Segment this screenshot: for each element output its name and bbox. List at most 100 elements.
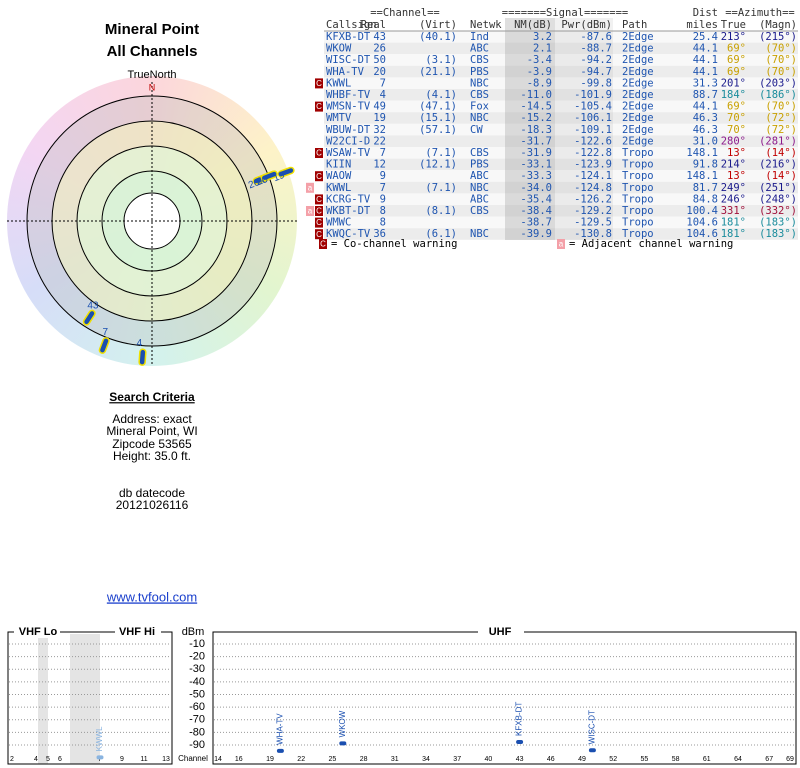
cell: (70°) [765, 43, 797, 55]
cell: -34.0 [520, 182, 552, 194]
column-header: Pwr(dBm) [561, 19, 612, 31]
cell: (70°) [765, 101, 797, 113]
cell: PBS [470, 159, 489, 171]
cell: (183°) [759, 228, 797, 240]
cell: 2Edge [622, 43, 654, 55]
cell: 2Edge [622, 77, 654, 89]
title: Mineral Point [105, 21, 199, 38]
band-shade [70, 634, 100, 764]
cell: -31.9 [520, 147, 552, 159]
x-tick-label: 5 [46, 756, 50, 763]
co-warning-icon [315, 194, 323, 205]
cell: -31.7 [520, 135, 552, 147]
cell: Ind [470, 31, 489, 43]
cell: 2Edge [622, 101, 654, 113]
adj-warning-icon [557, 239, 565, 249]
row-band [324, 135, 798, 147]
x-tick-label: 69 [786, 756, 794, 763]
cell: -38.7 [520, 217, 552, 229]
cell: -33.3 [520, 170, 552, 182]
cell: NBC [470, 77, 489, 89]
cell: Tropo [622, 159, 654, 171]
cell: WMTV [326, 112, 352, 124]
y-axis-label: dBm [182, 626, 205, 638]
cell: 181° [721, 228, 746, 240]
co-warning-icon [315, 78, 323, 89]
cell: (216°) [759, 159, 797, 171]
band-label-bg [115, 626, 161, 638]
warning-icon-label: C [316, 102, 322, 111]
cell: 84.8 [693, 193, 718, 205]
cell: (183°) [759, 217, 797, 229]
warning-icon-label: C [320, 240, 326, 249]
row-band [324, 158, 798, 171]
cell: -126.2 [574, 193, 612, 205]
cell: (251°) [759, 182, 797, 194]
band-label-bg [14, 626, 60, 638]
station-label: WHA-TV [276, 713, 285, 745]
warning-icon-label: a [308, 183, 313, 192]
row-band [324, 89, 798, 101]
cell: -109.1 [574, 124, 612, 136]
search-line: Address: exact [112, 412, 192, 426]
station-mark [277, 166, 295, 178]
cell: (6.1) [425, 228, 457, 240]
cell: (21.1) [419, 66, 457, 78]
cell: 69° [727, 43, 746, 55]
cell: -94.7 [580, 66, 612, 78]
co-warning-icon [315, 171, 323, 182]
cell: WMWC [326, 217, 351, 229]
cell: -129.5 [574, 217, 612, 229]
cell: 13° [727, 170, 746, 182]
warning-icon-label: C [316, 230, 322, 239]
cell: -94.2 [580, 54, 612, 66]
group-header: =======Signal======= [502, 7, 628, 19]
cell: KCRG-TV [326, 193, 371, 205]
warning-icon-label: C [316, 207, 322, 216]
cell: -15.2 [520, 112, 552, 124]
station-mark [261, 170, 278, 182]
cell: 31.3 [693, 77, 718, 89]
cell: 12 [373, 159, 386, 171]
cell: -3.4 [527, 54, 552, 66]
cell: KIIN [326, 159, 351, 171]
cell: 3.2 [533, 31, 552, 43]
polar-title: TrueNorth [127, 69, 176, 81]
station-label: 4 [137, 338, 143, 349]
cell: (72°) [765, 124, 797, 136]
site-link[interactable]: www.tvfool.com [106, 589, 197, 604]
cell: 249° [721, 182, 746, 194]
cell: -88.7 [580, 43, 612, 55]
cell: WBUW-DT [326, 124, 371, 136]
cell: 201° [721, 77, 746, 89]
search-line: Mineral Point, WI [106, 424, 197, 438]
cell: KFXB-DT [326, 31, 371, 43]
station-mark [98, 337, 110, 354]
warning-icon-label: C [316, 218, 322, 227]
cell: 104.6 [686, 228, 718, 240]
cell: -39.9 [520, 228, 552, 240]
x-tick-label: 43 [516, 756, 524, 763]
cell: (203°) [759, 77, 797, 89]
cell: 7 [380, 77, 386, 89]
cell: (15.1) [419, 112, 457, 124]
cell: NBC [470, 112, 489, 124]
band-label: VHF Hi [119, 626, 155, 638]
cell: 184° [721, 89, 746, 101]
cell: NBC [470, 182, 489, 194]
x-tick-label: 31 [391, 756, 399, 763]
row-band [324, 31, 798, 43]
cell: 19 [373, 112, 386, 124]
cell: 2Edge [622, 66, 654, 78]
station-mark [82, 309, 96, 326]
row-band [324, 42, 798, 55]
cell: Tropo [622, 193, 654, 205]
cell: 69° [727, 66, 746, 78]
warning-icon-label: C [316, 79, 322, 88]
x-tick-label: 19 [266, 756, 274, 763]
cell: (72°) [765, 112, 797, 124]
co-warning-icon [315, 148, 323, 158]
column-shade [555, 18, 613, 240]
cell: -33.1 [520, 159, 552, 171]
